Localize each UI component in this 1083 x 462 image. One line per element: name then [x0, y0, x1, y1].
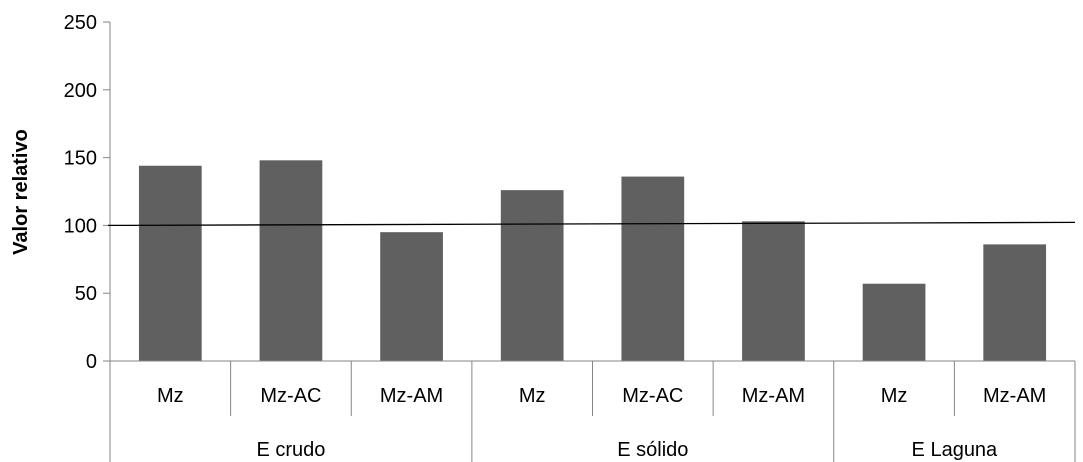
x-group-label: E crudo [256, 439, 325, 461]
x-category-label: Mz [881, 385, 908, 407]
y-axis-label: Valor relativo [10, 129, 32, 255]
bar [259, 160, 323, 361]
bar [138, 165, 202, 361]
x-group-label: E sólido [617, 439, 688, 461]
bar [742, 221, 805, 361]
y-tick-label: 200 [64, 80, 97, 102]
x-category-label: Mz-AM [380, 385, 443, 407]
x-category-label: Mz-AM [983, 385, 1046, 407]
y-tick-label: 50 [75, 283, 97, 305]
bar [380, 232, 443, 361]
x-group-label: E Laguna [912, 439, 999, 461]
x-category-label: Mz-AC [622, 385, 683, 407]
y-tick-label: 100 [64, 215, 97, 237]
x-category-label: Mz-AC [260, 385, 321, 407]
x-category-label: Mz-AM [742, 385, 805, 407]
bar [621, 176, 685, 361]
reference-line [107, 221, 1076, 227]
x-category-label: Mz [519, 385, 546, 407]
bar [983, 244, 1047, 361]
y-tick-label: 0 [86, 351, 97, 373]
bar [862, 283, 926, 361]
x-category-label: Mz [157, 385, 184, 407]
bar [500, 190, 564, 361]
y-tick-label: 250 [64, 12, 97, 34]
y-tick-label: 150 [64, 148, 97, 170]
